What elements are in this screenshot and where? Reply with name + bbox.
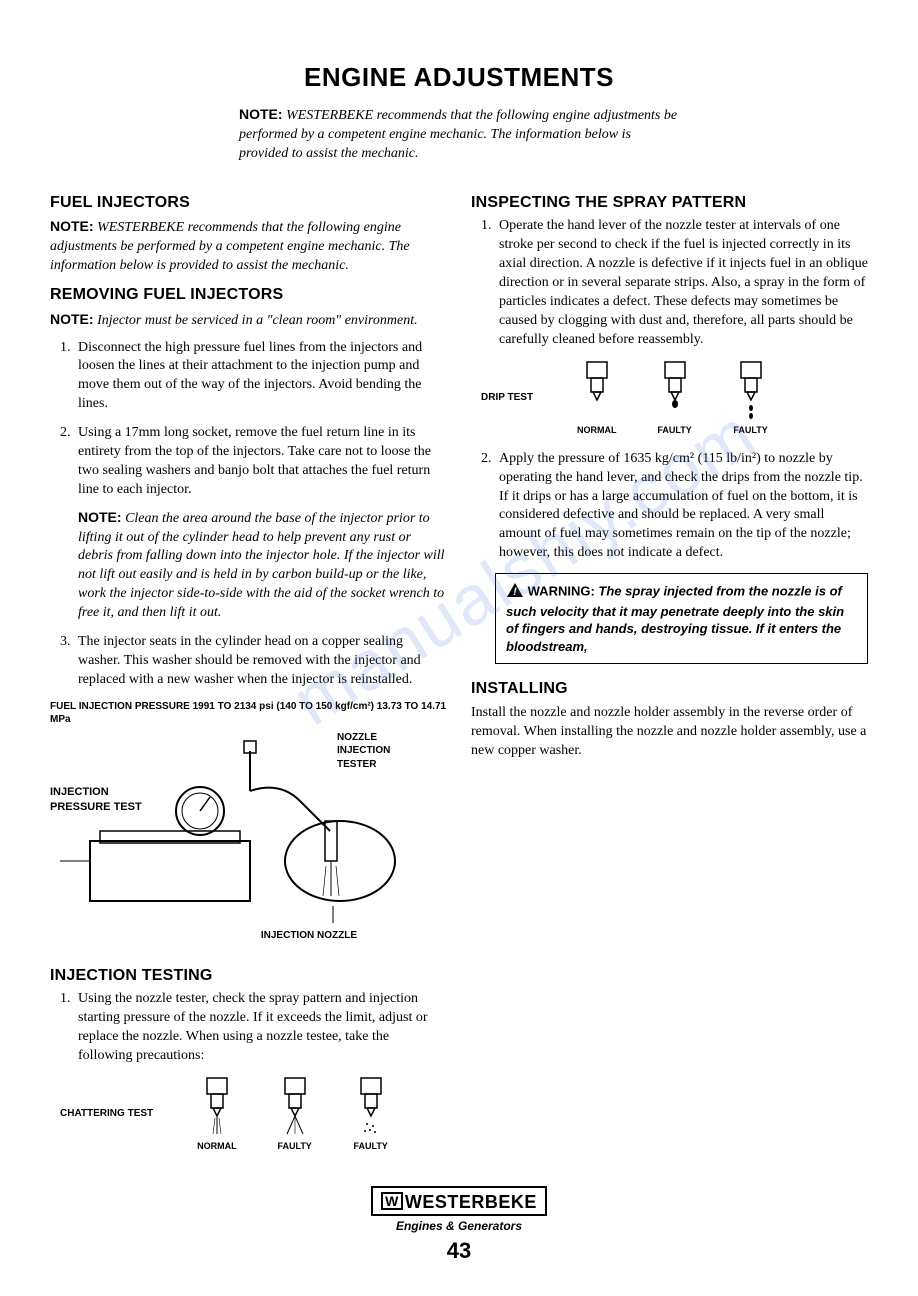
- warning-label: WARNING:: [528, 584, 595, 599]
- nozzle-icon: [657, 360, 693, 420]
- left-column: FUEL INJECTORS NOTE: WESTERBEKE recommen…: [50, 184, 447, 1166]
- list-item: Using the nozzle tester, check the spray…: [74, 990, 447, 1066]
- nozzle-icon: [199, 1076, 235, 1136]
- injection-nozzle-label: INJECTION NOZZLE: [261, 929, 357, 943]
- nozzle-faulty-1: FAULTY: [277, 1076, 313, 1152]
- nozzle-icon: [353, 1076, 389, 1136]
- installing-text: Install the nozzle and nozzle holder ass…: [471, 704, 868, 761]
- list-item: The injector seats in the cylinder head …: [74, 633, 447, 690]
- injection-testing-heading: INJECTION TESTING: [50, 965, 447, 987]
- nozzle-faulty-2: FAULTY: [733, 360, 769, 436]
- testing-steps-list: Using the nozzle tester, check the spray…: [50, 990, 447, 1066]
- nozzle-label: FAULTY: [657, 424, 691, 436]
- drip-test-row: DRIP TEST NORMAL FAULTY: [481, 360, 868, 436]
- left-note-1: NOTE: WESTERBEKE recommends that the fol…: [50, 217, 447, 276]
- inspecting-steps-list: Operate the hand lever of the nozzle tes…: [471, 217, 868, 349]
- list-item: Disconnect the high pressure fuel lines …: [74, 339, 447, 415]
- left-note-2: NOTE: Injector must be serviced in a "cl…: [50, 310, 447, 331]
- drip-label: DRIP TEST: [481, 391, 533, 405]
- warning-box: ! WARNING: The spray injected from the n…: [495, 573, 868, 664]
- nozzle-faulty-1: FAULTY: [657, 360, 693, 436]
- brand-w-icon: W: [381, 1192, 403, 1210]
- chattering-label: CHATTERING TEST: [60, 1107, 153, 1121]
- fuel-injectors-heading: FUEL INJECTORS: [50, 192, 447, 214]
- page-footer: WWESTERBEKE Engines & Generators 43: [50, 1186, 868, 1266]
- nozzle-label: FAULTY: [353, 1140, 387, 1152]
- right-column: INSPECTING THE SPRAY PATTERN Operate the…: [471, 184, 868, 1166]
- two-columns: FUEL INJECTORS NOTE: WESTERBEKE recommen…: [50, 184, 868, 1166]
- nozzle-icon: [579, 360, 615, 420]
- nozzle-label: NORMAL: [577, 424, 617, 436]
- note-label: NOTE:: [50, 311, 94, 327]
- step-text: Using a 17mm long socket, remove the fue…: [78, 425, 431, 497]
- nozzle-faulty-2: FAULTY: [353, 1076, 389, 1152]
- chattering-test-row: CHATTERING TEST NORMAL: [60, 1076, 447, 1152]
- inset-note: NOTE: Clean the area around the base of …: [78, 508, 447, 623]
- note-label: NOTE:: [239, 106, 283, 122]
- nozzle-normal: NORMAL: [197, 1076, 237, 1152]
- page-title: ENGINE ADJUSTMENTS: [50, 60, 868, 95]
- brand-logo: WWESTERBEKE: [371, 1186, 547, 1216]
- top-note: NOTE: WESTERBEKE recommends that the fol…: [239, 105, 679, 164]
- nozzle-label: FAULTY: [277, 1140, 311, 1152]
- list-item: Apply the pressure of 1635 kg/cm² (115 l…: [495, 450, 868, 563]
- installing-heading: INSTALLING: [471, 678, 868, 700]
- tester-diagram: INJECTION PRESSURE TEST NOZZLE INJECTION…: [50, 731, 447, 951]
- nozzle-normal: NORMAL: [577, 360, 617, 436]
- nozzle-icon: [277, 1076, 313, 1136]
- nozzle-label: NORMAL: [197, 1140, 237, 1152]
- svg-text:!: !: [513, 586, 517, 598]
- page-number: 43: [50, 1236, 868, 1266]
- note-text: WESTERBEKE recommends that the following…: [50, 220, 410, 273]
- removing-injectors-heading: REMOVING FUEL INJECTORS: [50, 284, 447, 306]
- inspecting-spray-heading: INSPECTING THE SPRAY PATTERN: [471, 192, 868, 214]
- brand-name: WESTERBEKE: [405, 1192, 537, 1212]
- brand-tagline: Engines & Generators: [50, 1218, 868, 1234]
- warning-triangle-icon: !: [506, 582, 524, 603]
- note-label: NOTE:: [78, 509, 122, 525]
- inspecting-steps-list-2: Apply the pressure of 1635 kg/cm² (115 l…: [471, 450, 868, 563]
- pressure-test-figure: FUEL INJECTION PRESSURE 1991 TO 2134 psi…: [50, 700, 447, 951]
- nozzle-icon: [733, 360, 769, 420]
- figure-caption: FUEL INJECTION PRESSURE 1991 TO 2134 psi…: [50, 700, 447, 727]
- note-text: Clean the area around the base of the in…: [78, 511, 445, 620]
- nozzle-label: FAULTY: [733, 424, 767, 436]
- note-text: WESTERBEKE recommends that the following…: [239, 108, 677, 161]
- injection-pressure-test-label: INJECTION PRESSURE TEST: [50, 785, 142, 815]
- list-item: Using a 17mm long socket, remove the fue…: [74, 424, 447, 623]
- removing-steps-list: Disconnect the high pressure fuel lines …: [50, 339, 447, 690]
- nozzle-tester-label: NOZZLE INJECTION TESTER: [337, 731, 427, 772]
- list-item: Operate the hand lever of the nozzle tes…: [495, 217, 868, 349]
- note-label: NOTE:: [50, 218, 94, 234]
- note-text: Injector must be serviced in a "clean ro…: [97, 313, 418, 328]
